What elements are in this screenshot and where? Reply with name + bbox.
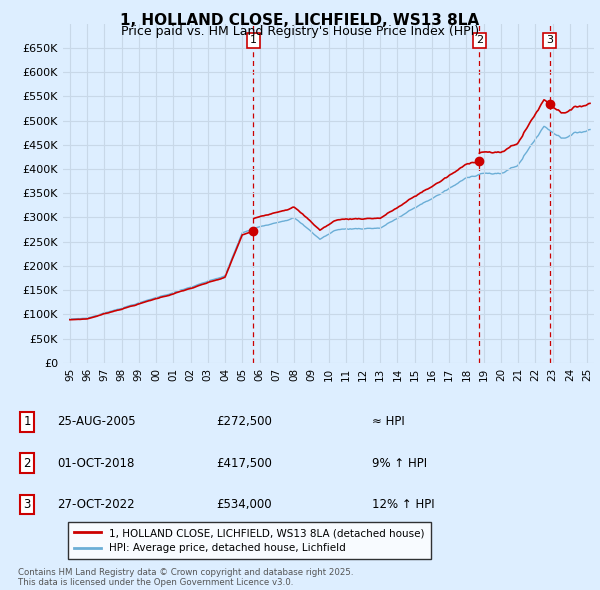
Text: 27-OCT-2022: 27-OCT-2022 — [57, 498, 134, 511]
Text: £534,000: £534,000 — [216, 498, 272, 511]
Legend: 1, HOLLAND CLOSE, LICHFIELD, WS13 8LA (detached house), HPI: Average price, deta: 1, HOLLAND CLOSE, LICHFIELD, WS13 8LA (d… — [68, 522, 431, 559]
Text: 3: 3 — [546, 35, 553, 45]
Text: 25-AUG-2005: 25-AUG-2005 — [57, 415, 136, 428]
Text: 3: 3 — [23, 498, 31, 511]
Text: 9% ↑ HPI: 9% ↑ HPI — [372, 457, 427, 470]
Text: £272,500: £272,500 — [216, 415, 272, 428]
Text: 01-OCT-2018: 01-OCT-2018 — [57, 457, 134, 470]
Text: 1, HOLLAND CLOSE, LICHFIELD, WS13 8LA: 1, HOLLAND CLOSE, LICHFIELD, WS13 8LA — [121, 13, 479, 28]
Text: Price paid vs. HM Land Registry's House Price Index (HPI): Price paid vs. HM Land Registry's House … — [121, 25, 479, 38]
Text: 12% ↑ HPI: 12% ↑ HPI — [372, 498, 434, 511]
Text: 2: 2 — [23, 457, 31, 470]
Text: £417,500: £417,500 — [216, 457, 272, 470]
Text: ≈ HPI: ≈ HPI — [372, 415, 405, 428]
Text: 2: 2 — [476, 35, 483, 45]
Text: Contains HM Land Registry data © Crown copyright and database right 2025.
This d: Contains HM Land Registry data © Crown c… — [18, 568, 353, 587]
Text: 1: 1 — [250, 35, 257, 45]
Text: 1: 1 — [23, 415, 31, 428]
